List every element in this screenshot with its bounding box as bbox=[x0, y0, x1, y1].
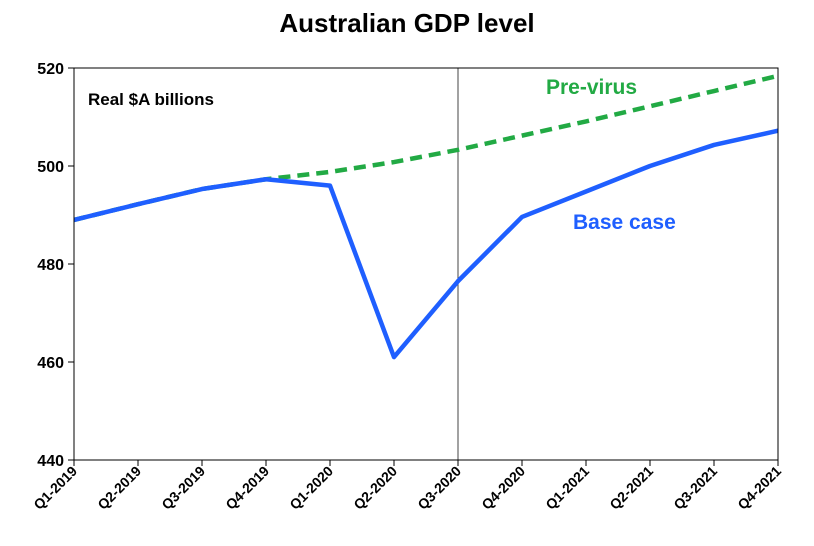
x-tick-label: Q3-2020 bbox=[414, 463, 464, 513]
x-tick-label: Q3-2019 bbox=[158, 463, 208, 513]
x-tick-label: Q2-2021 bbox=[606, 463, 656, 513]
x-tick-label: Q4-2021 bbox=[734, 463, 784, 513]
y-tick-label: 500 bbox=[37, 159, 64, 176]
x-tick-label: Q1-2020 bbox=[286, 463, 336, 513]
x-tick-label: Q1-2021 bbox=[542, 463, 592, 513]
unit-label: Real $A billions bbox=[88, 90, 214, 109]
chart-title: Australian GDP level bbox=[279, 8, 535, 38]
x-tick-label: Q2-2019 bbox=[94, 463, 144, 513]
x-tick-label: Q2-2020 bbox=[350, 463, 400, 513]
x-tick-label: Q3-2021 bbox=[670, 463, 720, 513]
y-tick-label: 460 bbox=[37, 355, 64, 372]
x-tick-label: Q4-2020 bbox=[478, 463, 528, 513]
plot-area-frame bbox=[73, 67, 779, 461]
x-tick-label: Q1-2019 bbox=[30, 463, 80, 513]
y-tick-label: 520 bbox=[37, 61, 64, 78]
series-label-pre-virus: Pre-virus bbox=[546, 76, 637, 99]
series-label-base-case: Base case bbox=[573, 211, 676, 234]
x-tick-label: Q4-2019 bbox=[222, 463, 272, 513]
y-tick-label: 480 bbox=[37, 257, 64, 274]
y-tick-label: 440 bbox=[37, 453, 64, 470]
series-line-base-case bbox=[73, 128, 779, 360]
